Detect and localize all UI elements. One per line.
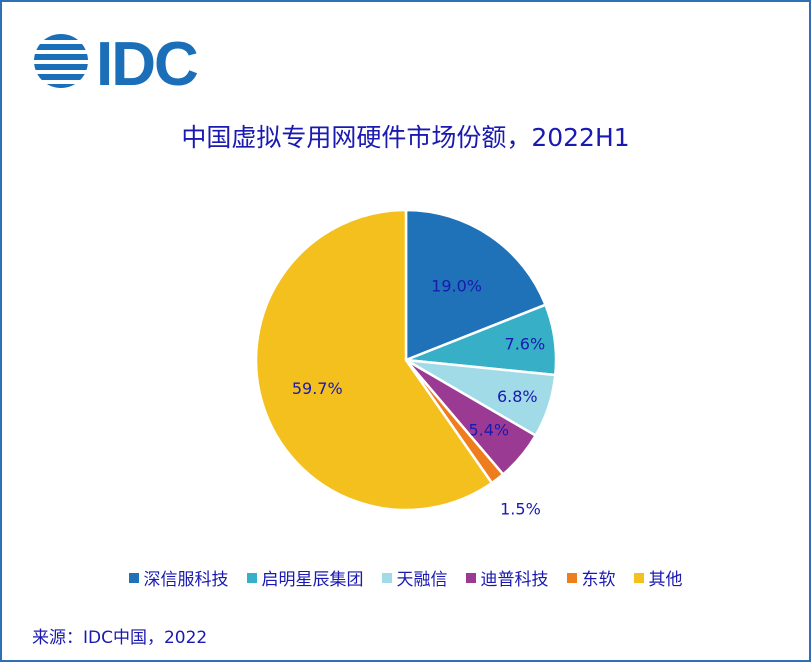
slice-label-5: 1.5% (500, 500, 541, 519)
legend-swatch (566, 572, 577, 583)
legend-swatch (246, 572, 257, 583)
legend-swatch (465, 572, 476, 583)
legend-label: 深信服科技 (143, 570, 229, 590)
legend-item-2: 启明星辰集团 (246, 565, 364, 590)
logo-text: IDC (96, 30, 198, 92)
slice-label-6: 59.7% (292, 379, 343, 398)
legend-label: 启明星辰集团 (261, 570, 364, 590)
legend: 深信服科技 启明星辰集团 天融信 迪普科技 东软 其他 (0, 565, 811, 590)
legend-label: 东软 (581, 570, 616, 590)
legend-label: 天融信 (396, 570, 448, 590)
legend-item-4: 迪普科技 (465, 565, 549, 590)
slice-label-2: 7.6% (505, 334, 546, 353)
legend-swatch (128, 572, 139, 583)
legend-item-1: 深信服科技 (128, 565, 229, 590)
slice-label-4: 5.4% (468, 420, 509, 439)
legend-swatch (633, 572, 644, 583)
legend-label: 其他 (648, 570, 683, 590)
legend-item-3: 天融信 (381, 565, 448, 590)
pie-slice-1 (404, 208, 548, 362)
legend-label: 迪普科技 (480, 570, 549, 590)
source-note: 来源：IDC中国，2022 (32, 628, 208, 648)
globe-icon (34, 34, 88, 88)
pie-slice-6 (254, 208, 494, 512)
legend-swatch (381, 572, 392, 583)
slice-label-1: 19.0% (431, 277, 482, 296)
slice-label-3: 6.8% (497, 387, 538, 406)
idc-logo: IDC (34, 30, 200, 92)
legend-item-6: 其他 (633, 565, 683, 590)
chart-title: 中国虚拟专用网硬件市场份额，2022H1 (181, 123, 630, 152)
legend-item-5: 东软 (566, 565, 616, 590)
pie-chart: 19.0% 7.6% 6.8% 5.4% 1.5% 59.7% (254, 208, 558, 519)
